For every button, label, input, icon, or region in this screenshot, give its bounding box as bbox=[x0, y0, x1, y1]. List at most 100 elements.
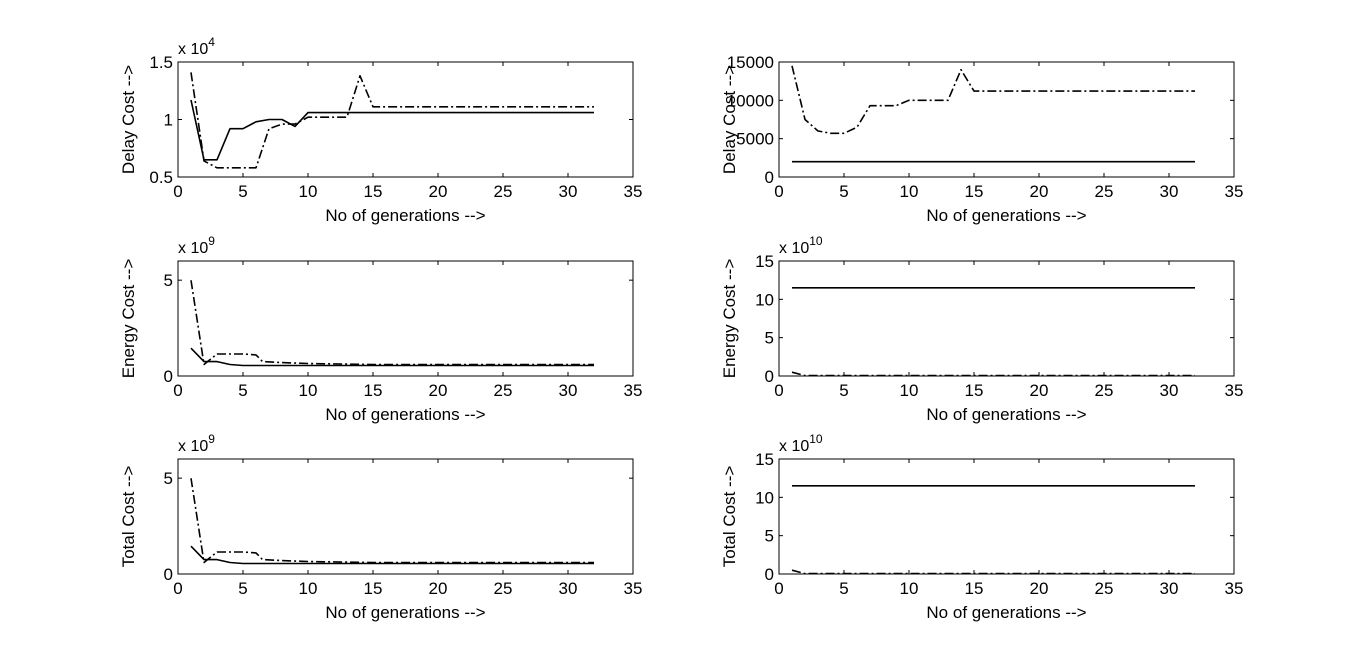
x-axis-label: No of generations --> bbox=[926, 206, 1086, 225]
y-tick-label: 0 bbox=[164, 565, 173, 584]
y-tick-label: 0 bbox=[164, 367, 173, 386]
axis-exponent-power: 9 bbox=[208, 234, 215, 248]
y-tick-label: 1 bbox=[164, 111, 173, 130]
axis-exponent: x 1010 bbox=[779, 432, 823, 455]
plot-frame bbox=[778, 61, 1235, 178]
x-tick-label: 30 bbox=[559, 381, 578, 400]
y-axis-label: Total Cost --> bbox=[119, 466, 138, 568]
subplot-3: 0 5 10 15 20 25 30 35 0 5 x 109 No of generations -… bbox=[119, 234, 642, 424]
axis-exponent: x 109 bbox=[178, 234, 215, 257]
y-axis-label: Delay Cost --> bbox=[119, 65, 138, 174]
y-tick-label: 0 bbox=[765, 367, 774, 386]
x-tick-label: 5 bbox=[839, 579, 848, 598]
axis-exponent: x 104 bbox=[178, 35, 215, 58]
axis-exponent-base: x 10 bbox=[178, 240, 208, 257]
series-dashdot-line bbox=[190, 280, 594, 366]
axis-exponent-power: 4 bbox=[208, 35, 215, 49]
x-tick-label: 10 bbox=[299, 381, 318, 400]
x-tick-label: 10 bbox=[900, 381, 919, 400]
x-tick-label: 15 bbox=[965, 579, 984, 598]
y-tick-label: 15 bbox=[755, 450, 774, 469]
x-tick-label: 25 bbox=[494, 381, 513, 400]
x-tick-label: 5 bbox=[839, 381, 848, 400]
x-tick-label: 0 bbox=[173, 381, 182, 400]
x-tick-label: 30 bbox=[1160, 182, 1179, 201]
x-tick-label: 35 bbox=[1225, 182, 1244, 201]
series-solid-line bbox=[190, 347, 594, 367]
x-tick-label: 35 bbox=[624, 182, 643, 201]
axis-exponent-power: 10 bbox=[809, 432, 823, 446]
y-tick-label: 0 bbox=[765, 168, 774, 187]
plot-frame bbox=[778, 260, 1235, 377]
x-tick-label: 15 bbox=[364, 182, 383, 201]
y-tick-label: 5000 bbox=[736, 130, 774, 149]
x-tick-label: 35 bbox=[624, 579, 643, 598]
y-tick-label: 10 bbox=[755, 488, 774, 507]
y-tick-label: 10 bbox=[755, 290, 774, 309]
y-tick-label: 15 bbox=[755, 252, 774, 271]
plot-frame bbox=[177, 458, 634, 575]
x-tick-label: 5 bbox=[238, 579, 247, 598]
y-tick-label: 15000 bbox=[727, 53, 774, 72]
y-axis-label: Energy Cost --> bbox=[119, 259, 138, 379]
axis-exponent: x 109 bbox=[178, 432, 215, 455]
x-tick-label: 15 bbox=[965, 182, 984, 201]
y-tick-label: 5 bbox=[765, 527, 774, 546]
subplot-5: 0 5 10 15 20 25 30 35 0 5 x 109 No of generations -… bbox=[119, 432, 642, 622]
y-axis-label: Energy Cost --> bbox=[720, 259, 739, 379]
x-tick-label: 20 bbox=[429, 381, 448, 400]
series-solid-line bbox=[190, 545, 594, 565]
x-tick-label: 5 bbox=[238, 182, 247, 201]
series-dashdot-line bbox=[791, 65, 1195, 135]
x-tick-label: 15 bbox=[965, 381, 984, 400]
x-tick-label: 30 bbox=[1160, 381, 1179, 400]
subplot-2: 0 5 10 15 20 25 30 35 0 5000 10000 15000 No of gener… bbox=[720, 53, 1243, 225]
x-tick-label: 25 bbox=[1095, 579, 1114, 598]
x-tick-label: 25 bbox=[1095, 381, 1114, 400]
y-tick-label: 5 bbox=[164, 271, 173, 290]
x-tick-label: 25 bbox=[1095, 182, 1114, 201]
axis-exponent-power: 9 bbox=[208, 432, 215, 446]
y-tick-label: 5 bbox=[164, 469, 173, 488]
x-tick-label: 15 bbox=[364, 579, 383, 598]
series-dashdot-line bbox=[190, 72, 594, 169]
x-tick-label: 25 bbox=[494, 182, 513, 201]
y-tick-label: 0.5 bbox=[149, 168, 173, 187]
x-tick-label: 0 bbox=[774, 381, 783, 400]
axis-exponent-base: x 10 bbox=[779, 240, 809, 257]
series-solid-line bbox=[190, 99, 594, 161]
x-tick-label: 10 bbox=[900, 182, 919, 201]
x-axis-label: No of generations --> bbox=[325, 405, 485, 424]
x-tick-label: 30 bbox=[559, 579, 578, 598]
x-tick-label: 30 bbox=[559, 182, 578, 201]
x-axis-label: No of generations --> bbox=[325, 206, 485, 225]
x-tick-label: 0 bbox=[173, 182, 182, 201]
series-dashdot-line bbox=[791, 569, 1195, 575]
y-axis-label: Delay Cost --> bbox=[720, 65, 739, 174]
axis-exponent: x 1010 bbox=[779, 234, 823, 257]
series-dashdot-line bbox=[791, 371, 1195, 377]
axis-exponent-base: x 10 bbox=[178, 438, 208, 455]
x-axis-label: No of generations --> bbox=[926, 603, 1086, 622]
axis-exponent-base: x 10 bbox=[178, 41, 208, 58]
x-tick-label: 10 bbox=[900, 579, 919, 598]
plot-frame bbox=[778, 458, 1235, 575]
y-tick-label: 0 bbox=[765, 565, 774, 584]
y-tick-label: 1.5 bbox=[149, 53, 173, 72]
x-tick-label: 30 bbox=[1160, 579, 1179, 598]
subplot-1: 0 5 10 15 20 25 30 35 0.5 1 1.5 x 104 No of generati… bbox=[119, 35, 642, 225]
x-tick-label: 5 bbox=[839, 182, 848, 201]
x-axis-label: No of generations --> bbox=[325, 603, 485, 622]
x-tick-label: 0 bbox=[173, 579, 182, 598]
series-dashdot-line bbox=[190, 478, 594, 564]
x-tick-label: 0 bbox=[774, 182, 783, 201]
x-tick-label: 25 bbox=[494, 579, 513, 598]
plot-frame bbox=[177, 61, 634, 178]
x-tick-label: 10 bbox=[299, 182, 318, 201]
x-tick-label: 15 bbox=[364, 381, 383, 400]
x-tick-label: 20 bbox=[1030, 579, 1049, 598]
x-tick-label: 10 bbox=[299, 579, 318, 598]
